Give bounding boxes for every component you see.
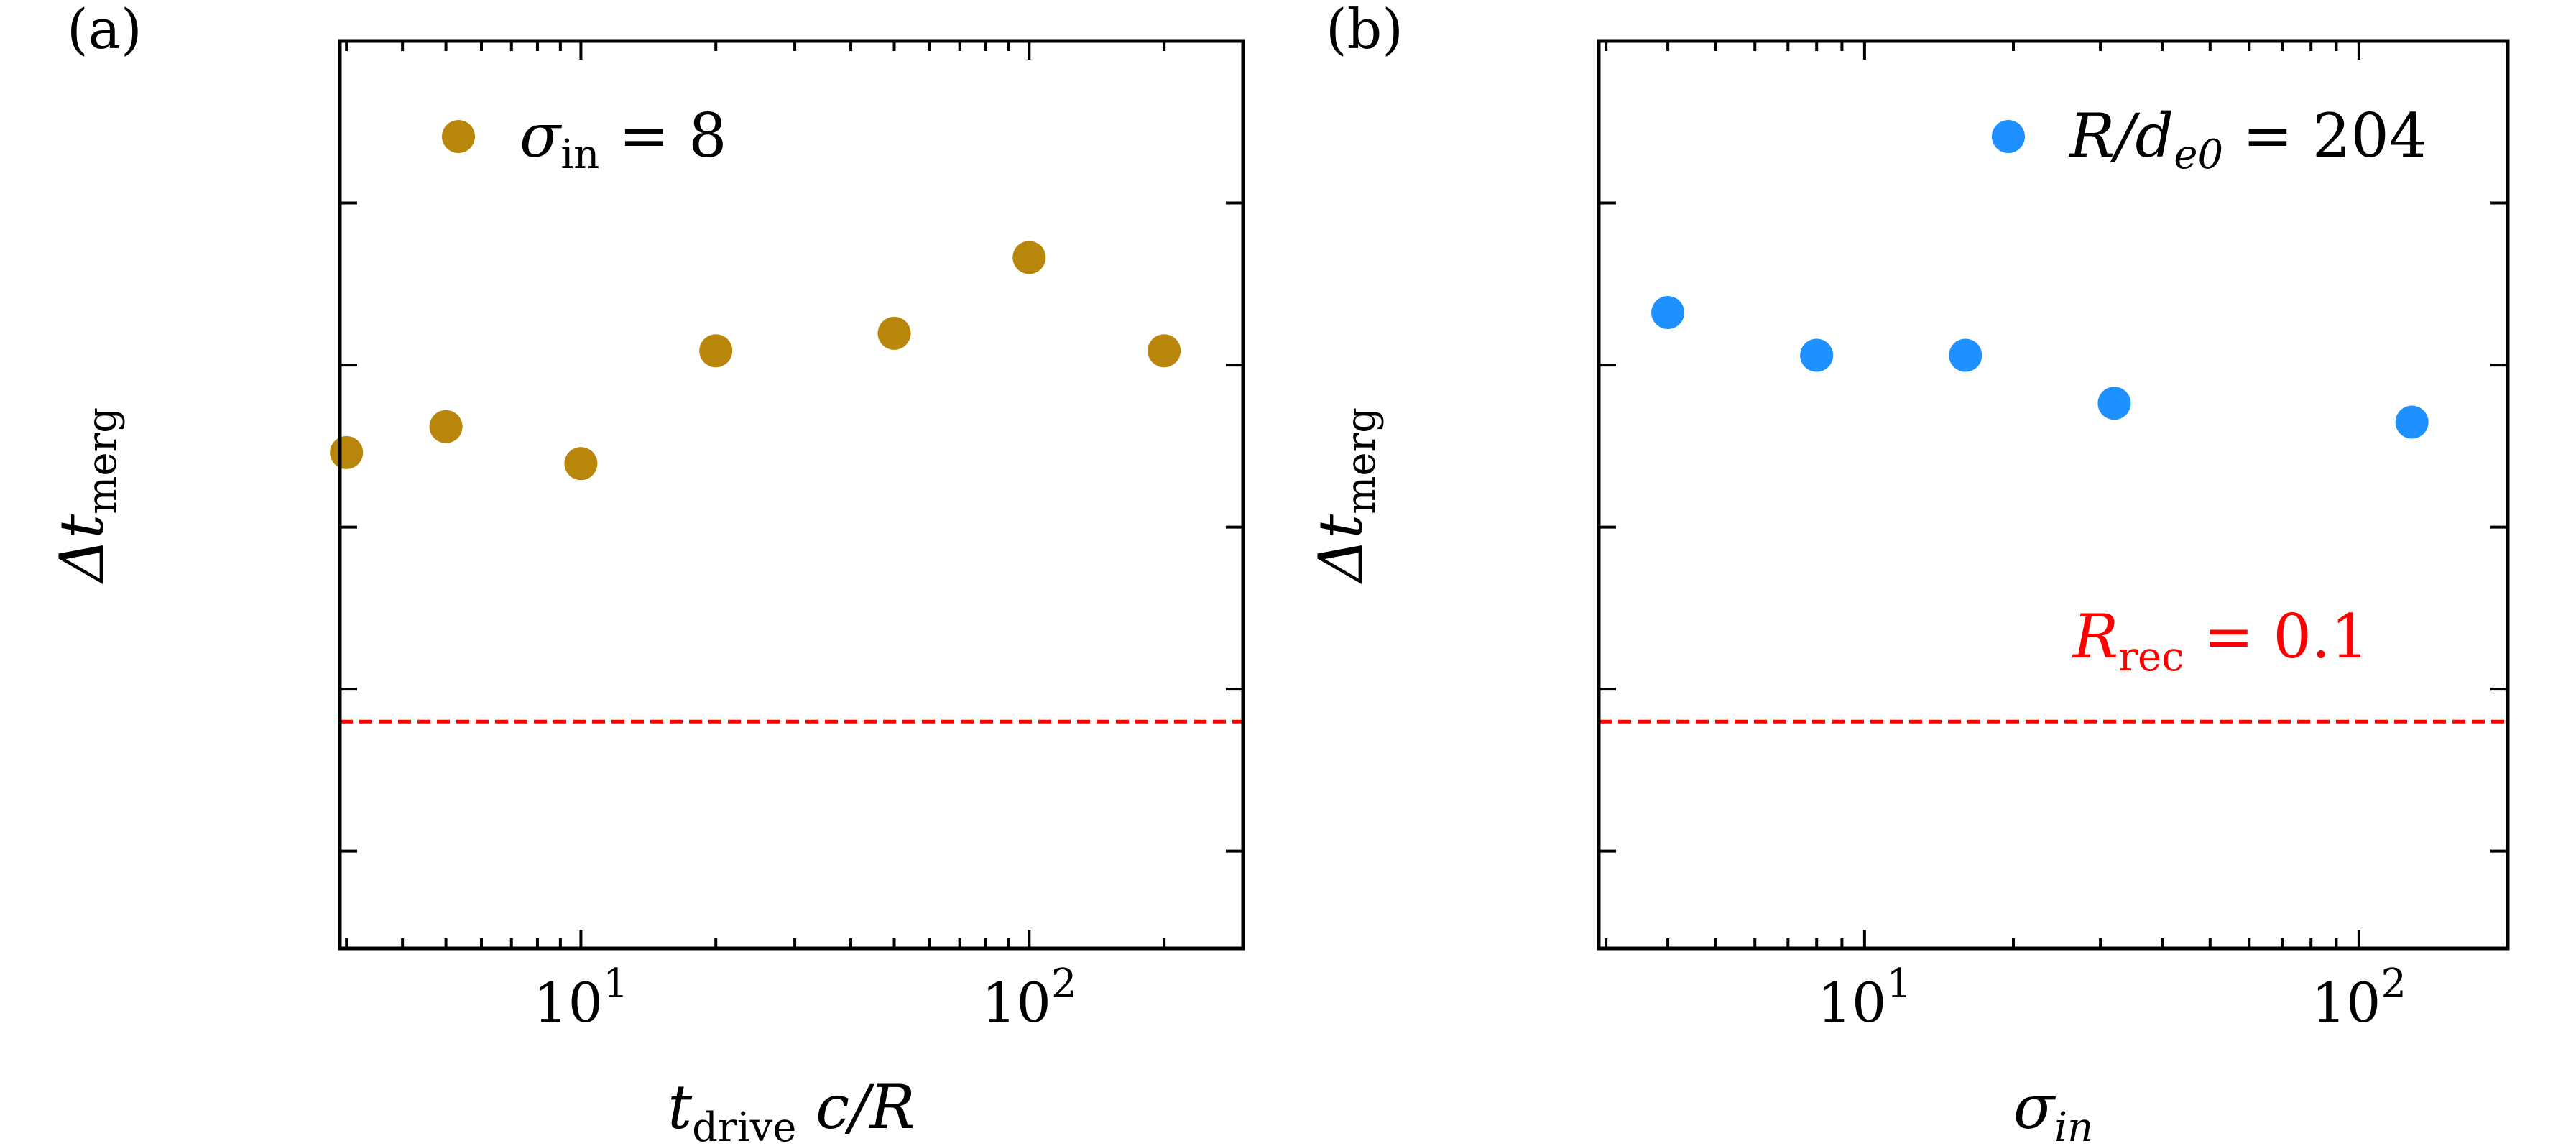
axes-frame <box>1597 39 2510 951</box>
data-point <box>429 410 463 443</box>
data-point <box>1800 338 1834 372</box>
x-tick-base: 10 <box>533 971 603 1035</box>
legend-rest: = 204 <box>2223 101 2427 171</box>
panel-label: (a) <box>67 0 142 61</box>
x-tick-label: 101 <box>1817 961 1912 1035</box>
x-tick-exponent: 2 <box>1051 961 1077 1007</box>
legend: R/de0 = 204 <box>1992 101 2427 178</box>
data-point <box>699 334 733 368</box>
x-tick-exponent: 1 <box>1886 961 1912 1007</box>
x-label-var: σ <box>2013 1072 2056 1142</box>
x-label-sub: drive <box>692 1104 796 1146</box>
legend-rest: = 8 <box>599 101 726 171</box>
y-axis-label: Δtmerg <box>1306 407 1385 584</box>
y-label-sub: merg <box>79 407 126 514</box>
x-tick-exponent: 2 <box>2381 961 2406 1007</box>
axes-frame <box>338 39 1245 951</box>
data-point <box>2097 387 2131 420</box>
x-tick-base: 10 <box>982 971 1051 1035</box>
x-tick-exponent: 1 <box>603 961 629 1007</box>
data-point <box>1148 334 1181 368</box>
legend-marker <box>442 120 475 153</box>
x-tick-base: 10 <box>1817 971 1887 1035</box>
annotation-var: R <box>2072 601 2118 672</box>
x-tick-label: 102 <box>982 961 1076 1035</box>
panel-label: (b) <box>1326 0 1403 61</box>
data-point <box>2395 405 2429 439</box>
legend-label: R/de0 = 204 <box>2068 101 2427 178</box>
y-label-main: Δt <box>1306 514 1376 584</box>
data-point <box>564 447 598 481</box>
x-axis-label: tdrive c/R <box>668 1072 915 1146</box>
legend-label: σin = 8 <box>520 101 727 178</box>
annotation-sub: rec <box>2118 634 2184 680</box>
annotation-rest: = 0.1 <box>2184 601 2369 672</box>
y-label-main: Δt <box>47 514 117 584</box>
x-label-rest: c/R <box>796 1072 915 1142</box>
x-label-var: t <box>668 1072 692 1142</box>
x-axis-label: σin <box>2013 1072 2093 1146</box>
x-tick-label: 101 <box>533 961 628 1035</box>
legend-sub: e0 <box>2174 131 2223 178</box>
annotation-label: Rrec = 0.1 <box>2072 601 2369 680</box>
legend: σin = 8 <box>442 101 727 178</box>
data-point <box>330 435 364 469</box>
data-point <box>1949 338 1982 372</box>
legend-symbol: σ <box>520 101 563 171</box>
x-tick-label: 102 <box>2312 961 2406 1035</box>
legend-marker <box>1992 120 2025 153</box>
y-axis-label: Δtmerg <box>47 407 126 584</box>
data-point <box>877 316 911 350</box>
x-tick-base: 10 <box>2312 971 2381 1035</box>
data-point <box>1651 295 1685 329</box>
x-label-sub: in <box>2054 1104 2093 1146</box>
legend-sub: in <box>560 131 599 178</box>
y-label-sub: merg <box>1338 407 1385 514</box>
legend-symbol: R/d <box>2068 101 2174 171</box>
data-point <box>1012 241 1046 274</box>
